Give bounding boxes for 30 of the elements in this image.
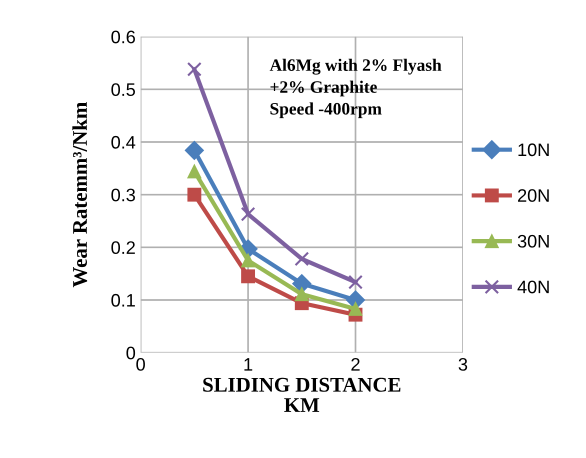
x-tick-label: 3 bbox=[458, 358, 468, 371]
annotation: Al6Mg with 2% Flyash +2% Graphite Speed -400rpm bbox=[270, 58, 442, 118]
legend-label: 40N bbox=[518, 280, 549, 294]
y-tick-label: 0 bbox=[126, 346, 136, 360]
point bbox=[241, 269, 256, 284]
point bbox=[348, 302, 362, 316]
point bbox=[184, 140, 204, 160]
y-tick-label: 0.1 bbox=[111, 294, 135, 307]
legend-label: 20N bbox=[518, 189, 549, 202]
legend-label: 10N bbox=[518, 143, 549, 156]
point bbox=[187, 164, 202, 178]
legend-label: 30N bbox=[518, 234, 549, 248]
point bbox=[348, 274, 363, 290]
point bbox=[294, 252, 310, 266]
point bbox=[292, 274, 312, 294]
x-tick-label: 2 bbox=[351, 358, 360, 371]
y-tick-label: 0.2 bbox=[111, 241, 135, 254]
point bbox=[294, 287, 309, 302]
y-tick-label: 0.3 bbox=[111, 188, 135, 202]
point bbox=[187, 188, 202, 202]
y-tick-label: 0.4 bbox=[111, 136, 136, 149]
y-axis-title: Wear Ratemm³/Nkm bbox=[72, 102, 88, 288]
x-tick-label: 0 bbox=[136, 358, 145, 371]
point bbox=[187, 62, 202, 77]
point bbox=[240, 206, 256, 222]
y-tick-label: 0.6 bbox=[111, 30, 135, 44]
point bbox=[241, 254, 256, 268]
x-tick-label: 1 bbox=[244, 358, 252, 371]
y-tick-label: 0.5 bbox=[111, 83, 136, 96]
x-axis-title: SLIDING DISTANCE KM bbox=[203, 378, 400, 412]
